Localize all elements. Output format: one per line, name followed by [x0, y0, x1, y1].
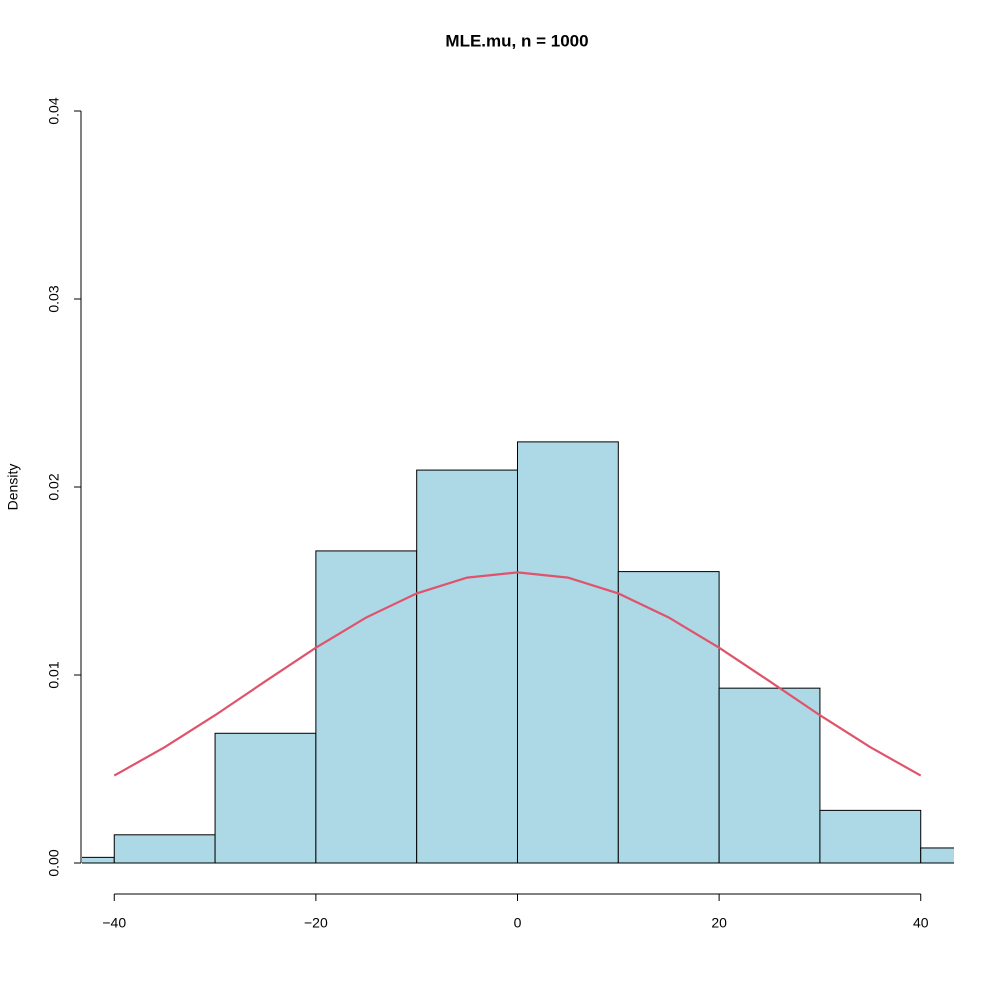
density-curve: [113, 571, 922, 777]
x-tick-label: 40: [913, 915, 929, 931]
y-tick-label: 0.04: [46, 97, 62, 124]
y-tick-label: 0.01: [46, 661, 62, 688]
x-tick-label: 0: [514, 915, 522, 931]
y-axis-label: Density: [5, 464, 21, 511]
y-tick-label: 0.03: [46, 285, 62, 312]
bars: [82, 441, 954, 864]
chart-title: MLE.mu, n = 1000: [445, 31, 588, 50]
bar: [416, 469, 518, 864]
bar: [82, 856, 115, 864]
bar: [617, 571, 720, 864]
bar: [214, 732, 317, 864]
bar: [516, 441, 619, 864]
x-tick-label: 20: [711, 915, 727, 931]
bar: [920, 847, 954, 864]
x-tick-label: −40: [102, 915, 126, 931]
bar: [819, 809, 922, 864]
y-tick-label: 0.00: [46, 849, 62, 876]
bar: [718, 687, 821, 864]
x-tick-label: −20: [304, 915, 328, 931]
y-tick-label: 0.02: [46, 473, 62, 500]
bar: [113, 834, 216, 864]
bar: [315, 550, 418, 864]
